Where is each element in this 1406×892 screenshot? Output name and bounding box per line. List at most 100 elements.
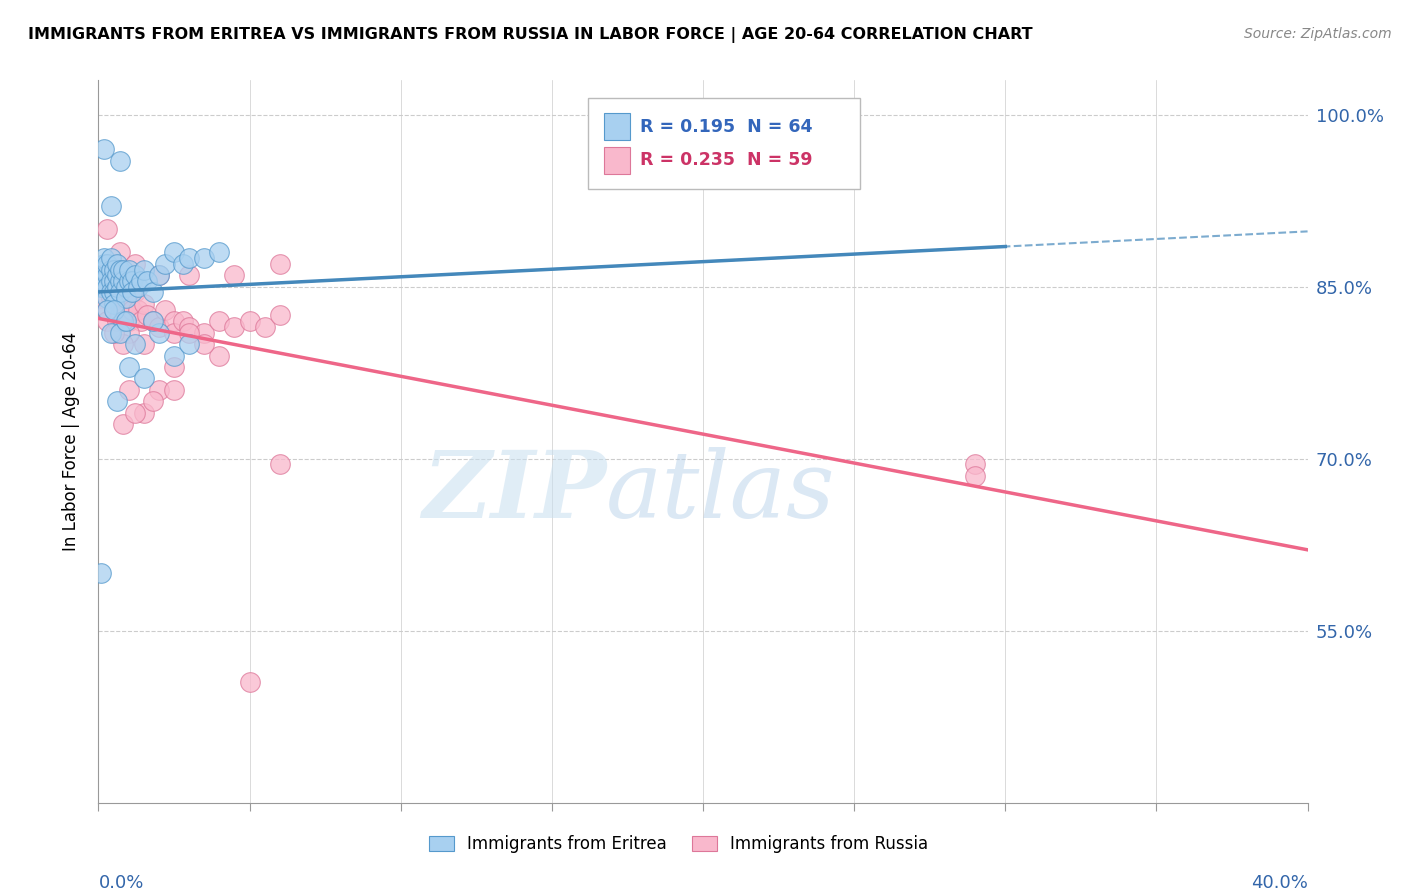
Point: [100, 326, 122, 340]
Point: [118, 262, 141, 277]
Point: [96, 302, 118, 317]
Point: [148, 268, 170, 283]
Point: [124, 257, 146, 271]
Point: [93, 251, 115, 265]
FancyBboxPatch shape: [588, 98, 860, 189]
Point: [108, 153, 131, 168]
Point: [90, 291, 112, 305]
Point: [965, 469, 987, 483]
Point: [179, 251, 201, 265]
Point: [193, 251, 215, 265]
Point: [100, 251, 122, 265]
Point: [114, 279, 136, 293]
Point: [100, 285, 122, 300]
Point: [108, 309, 131, 323]
Point: [90, 566, 112, 581]
Point: [172, 257, 194, 271]
Point: [100, 274, 122, 288]
Text: 0.0%: 0.0%: [98, 874, 143, 892]
Point: [208, 314, 231, 328]
Point: [108, 326, 131, 340]
Point: [148, 319, 170, 334]
Point: [93, 279, 115, 293]
Point: [179, 319, 201, 334]
Point: [111, 314, 134, 328]
Text: ZIP: ZIP: [422, 447, 606, 537]
Point: [163, 245, 186, 260]
Point: [135, 309, 157, 323]
Point: [124, 268, 146, 283]
Bar: [603, 112, 630, 140]
Text: IMMIGRANTS FROM ERITREA VS IMMIGRANTS FROM RUSSIA IN LABOR FORCE | AGE 20-64 COR: IMMIGRANTS FROM ERITREA VS IMMIGRANTS FR…: [28, 27, 1033, 43]
Point: [132, 371, 155, 385]
Point: [100, 199, 122, 213]
Text: 40.0%: 40.0%: [1251, 874, 1308, 892]
Point: [142, 285, 165, 300]
Point: [90, 274, 112, 288]
Point: [269, 309, 291, 323]
Point: [163, 359, 186, 374]
Point: [965, 458, 987, 472]
Point: [118, 314, 141, 328]
Point: [153, 302, 176, 317]
Point: [124, 337, 146, 351]
Text: atlas: atlas: [606, 447, 835, 537]
Point: [118, 326, 141, 340]
Point: [129, 314, 152, 328]
Point: [121, 302, 143, 317]
Point: [96, 268, 118, 283]
Point: [118, 297, 141, 311]
Point: [193, 326, 215, 340]
Point: [132, 297, 155, 311]
Point: [179, 326, 201, 340]
Point: [114, 309, 136, 323]
Text: R = 0.195  N = 64: R = 0.195 N = 64: [640, 118, 813, 136]
Text: R = 0.235  N = 59: R = 0.235 N = 59: [640, 152, 813, 169]
Point: [118, 383, 141, 397]
Point: [179, 337, 201, 351]
Point: [127, 302, 149, 317]
Point: [103, 285, 125, 300]
Point: [121, 274, 143, 288]
Point: [96, 222, 118, 236]
Point: [108, 245, 131, 260]
Point: [105, 394, 128, 409]
Point: [163, 383, 186, 397]
Point: [121, 285, 143, 300]
Point: [105, 314, 128, 328]
Point: [105, 268, 128, 283]
Point: [124, 285, 146, 300]
Point: [208, 349, 231, 363]
Point: [148, 326, 170, 340]
Point: [208, 245, 231, 260]
Point: [142, 314, 165, 328]
Point: [100, 291, 122, 305]
Point: [111, 302, 134, 317]
Point: [118, 274, 141, 288]
Point: [90, 279, 112, 293]
Point: [93, 142, 115, 156]
Point: [253, 319, 276, 334]
Point: [103, 326, 125, 340]
Bar: [603, 147, 630, 174]
Point: [111, 337, 134, 351]
Point: [224, 319, 246, 334]
Point: [179, 268, 201, 283]
Point: [111, 274, 134, 288]
Point: [114, 314, 136, 328]
Point: [118, 359, 141, 374]
Point: [103, 302, 125, 317]
Point: [163, 314, 186, 328]
Point: [163, 349, 186, 363]
Point: [269, 257, 291, 271]
Point: [103, 262, 125, 277]
Point: [124, 406, 146, 420]
Point: [96, 257, 118, 271]
Point: [93, 274, 115, 288]
Point: [96, 302, 118, 317]
Point: [108, 262, 131, 277]
Point: [111, 262, 134, 277]
Point: [108, 274, 131, 288]
Point: [96, 279, 118, 293]
Point: [132, 406, 155, 420]
